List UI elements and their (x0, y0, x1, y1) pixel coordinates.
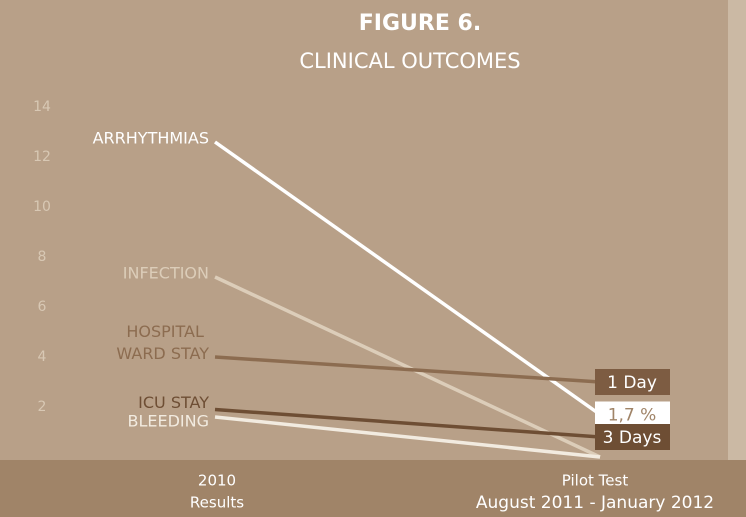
series-label: ICU STAY (138, 393, 209, 412)
annotation: 1,7 % (608, 406, 657, 426)
series-label: INFECTION (123, 264, 209, 283)
x-tick-sublabel: August 2011 - January 2012 (476, 493, 714, 513)
photo-edge (728, 0, 746, 460)
chart: FIGURE 6. CLINICAL OUTCOMES 2 4 6 8 10 12 14 20… (0, 0, 746, 517)
chart-subtitle: CLINICAL OUTCOMES (299, 49, 520, 73)
chart-title: FIGURE 6. (359, 11, 481, 36)
y-tick-label: 6 (38, 299, 47, 315)
annotation: 1 Day (607, 373, 657, 393)
series-label: ARRHYTHMIAS (93, 129, 209, 148)
annotation: 3 Days (603, 428, 662, 448)
y-tick-label: 12 (33, 149, 51, 165)
y-tick-label: 14 (33, 99, 51, 115)
y-tick-label: 2 (38, 399, 47, 415)
y-tick-label: 4 (38, 349, 47, 365)
x-tick-label: Pilot Test (562, 472, 629, 490)
series-label: BLEEDING (127, 412, 209, 431)
y-tick-label: 10 (33, 199, 51, 215)
x-tick-sublabel: Results (190, 494, 244, 512)
y-tick-label: 8 (38, 249, 47, 265)
x-tick-label: 2010 (198, 472, 236, 490)
